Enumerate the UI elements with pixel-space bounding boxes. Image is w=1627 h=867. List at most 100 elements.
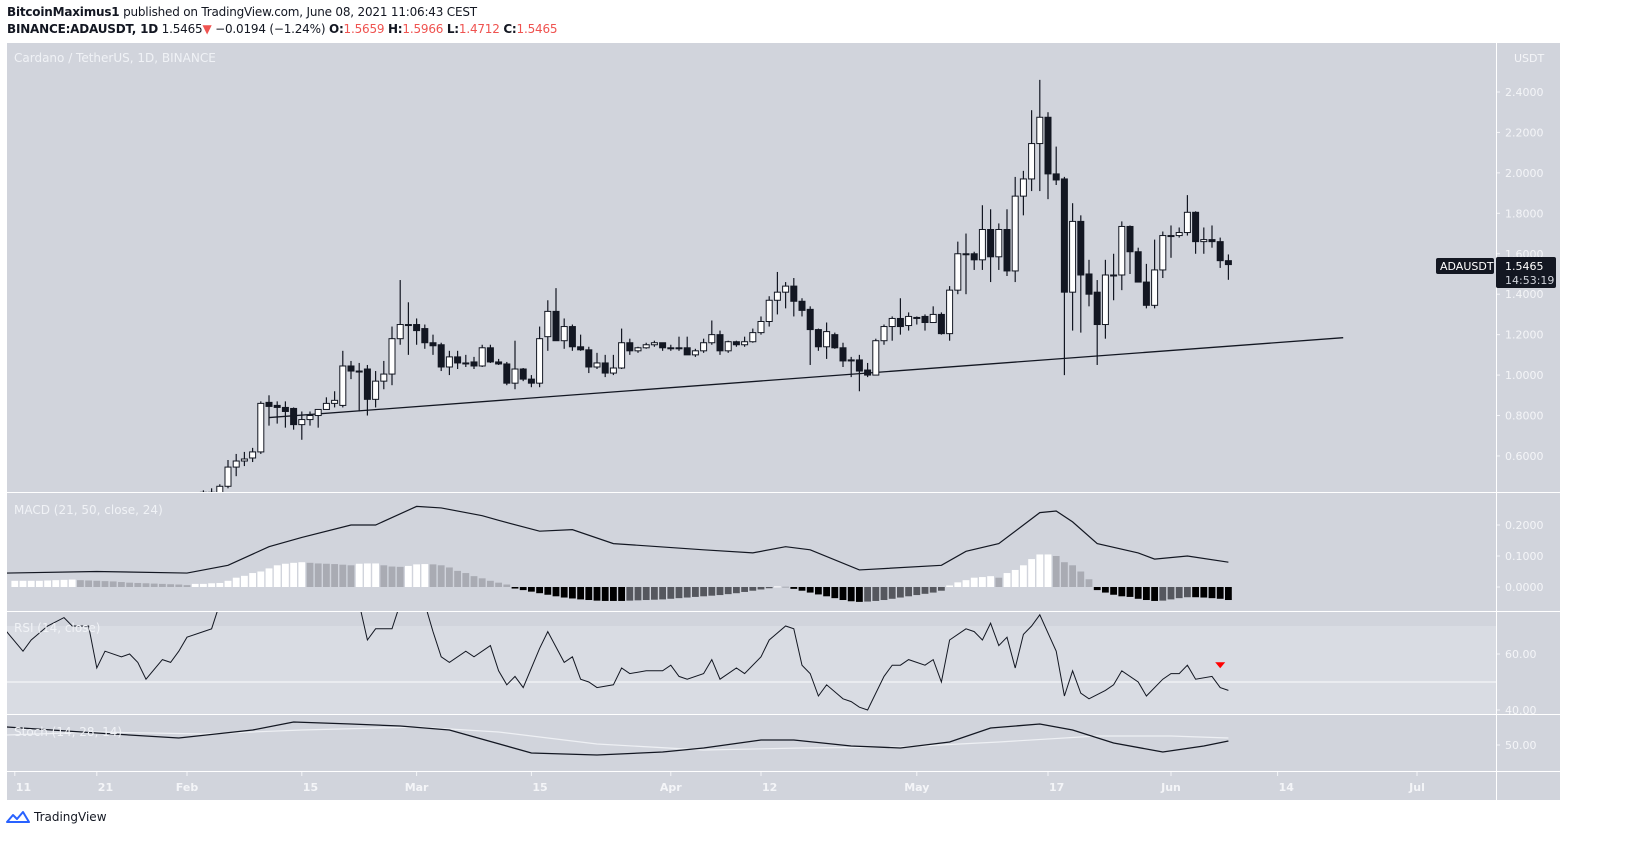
macd-histogram-bar (282, 563, 289, 587)
macd-histogram-bar (1134, 587, 1142, 599)
candle-body (814, 329, 822, 348)
candle (1216, 237, 1224, 268)
candle-body (823, 331, 831, 348)
macd-histogram-bar (249, 573, 256, 587)
macd-histogram-bar (733, 587, 740, 594)
candle-body (224, 466, 232, 487)
macd-histogram-bar (159, 583, 166, 587)
macd-histogram-bar (946, 585, 953, 587)
candle (1011, 176, 1019, 283)
macd-line (7, 505, 1229, 574)
macd-histogram-bar (700, 587, 707, 597)
candle (339, 350, 347, 408)
main-legend[interactable]: Cardano / TetherUS, 1D, BINANCE (14, 51, 216, 65)
stoch-legend[interactable]: Stoch (14, 28, 14) (14, 725, 122, 739)
macd-histogram-bar (109, 581, 117, 587)
candle (937, 312, 945, 335)
candle-body (273, 404, 281, 408)
candle (519, 368, 527, 382)
macd-histogram-bar (405, 565, 412, 587)
macd-histogram-bar (93, 580, 101, 587)
candle-body (372, 380, 380, 400)
time-tick-label: May (904, 781, 929, 794)
candle (814, 328, 822, 351)
stoch-pane[interactable] (7, 721, 1229, 756)
macd-legend[interactable]: MACD (21, 50, close, 24) (14, 503, 163, 517)
macd-histogram-bar (601, 587, 609, 601)
candle-body (1208, 239, 1216, 243)
candle-body (937, 313, 945, 335)
rsi-pane[interactable] (7, 604, 1496, 711)
macd-pane[interactable] (7, 505, 1232, 602)
candle-body (249, 451, 257, 459)
candle (872, 338, 880, 376)
candle (462, 354, 470, 367)
time-tick-label: Apr (660, 781, 682, 794)
time-tick-label: 12 (762, 781, 777, 794)
author-name[interactable]: BitcoinMaximus1 (7, 5, 120, 19)
candle-body (954, 253, 962, 291)
candle (626, 338, 634, 355)
candle-body (552, 310, 560, 342)
candle (847, 356, 855, 378)
candle (380, 360, 388, 390)
macd-histogram-bar (1020, 565, 1027, 587)
symbol-name: BINANCE:ADAUSDT, 1D (7, 22, 159, 36)
price-tick-label: 2.0000 (1505, 167, 1544, 180)
macd-histogram-bar (323, 563, 330, 587)
candle-body (1126, 225, 1134, 253)
candle (1183, 195, 1191, 236)
candle-body (1216, 241, 1224, 262)
candle-body (855, 359, 863, 372)
candle (1052, 146, 1060, 186)
candle (445, 350, 453, 376)
candle-body (331, 399, 339, 404)
candle-body (634, 347, 642, 352)
candle-body (1019, 178, 1027, 197)
candle-body (560, 326, 568, 342)
macd-histogram-bar (921, 587, 929, 594)
macd-tick-label: 0.0000 (1505, 581, 1544, 594)
candle-body (355, 370, 363, 373)
macd-histogram-bar (380, 565, 388, 587)
macd-histogram-bar (544, 587, 552, 595)
stoch-k-line (7, 721, 1229, 756)
tradingview-logo[interactable]: TradingView (6, 810, 107, 824)
candle (413, 318, 421, 345)
macd-histogram-bar (478, 578, 486, 587)
candle (1060, 176, 1068, 376)
candle (429, 334, 437, 355)
macd-histogram-bar (675, 587, 683, 599)
candle (281, 401, 289, 428)
candle-body (921, 315, 929, 324)
candle-body (667, 347, 675, 350)
candle-body (765, 299, 773, 322)
candle-body (798, 300, 806, 311)
macd-histogram-bar (150, 583, 158, 587)
macd-histogram-bar (847, 587, 855, 602)
macd-histogram-bar (134, 582, 142, 587)
candle (363, 364, 371, 416)
candle-body (987, 228, 995, 258)
macd-histogram-bar (355, 563, 363, 587)
low-label: L: (446, 22, 459, 36)
candle-body (1011, 195, 1019, 272)
macd-histogram-bar (659, 587, 666, 600)
candle (1118, 221, 1126, 291)
candle (609, 354, 617, 376)
candle-body (683, 347, 691, 356)
macd-histogram-bar (437, 565, 445, 587)
macd-histogram-bar (1052, 556, 1060, 587)
candle (1036, 79, 1044, 192)
macd-histogram-bar (815, 587, 822, 595)
macd-histogram-bar (314, 563, 322, 587)
macd-histogram-bar (856, 587, 863, 602)
macd-histogram-bar (142, 583, 150, 587)
countdown-tag: 14:53:19 (1505, 274, 1554, 287)
candle-body (790, 285, 798, 302)
price-pane[interactable] (192, 79, 1344, 503)
candle (257, 401, 265, 454)
rsi-legend[interactable]: RSI (14, close) (14, 621, 100, 635)
macd-histogram-bar (970, 577, 978, 587)
